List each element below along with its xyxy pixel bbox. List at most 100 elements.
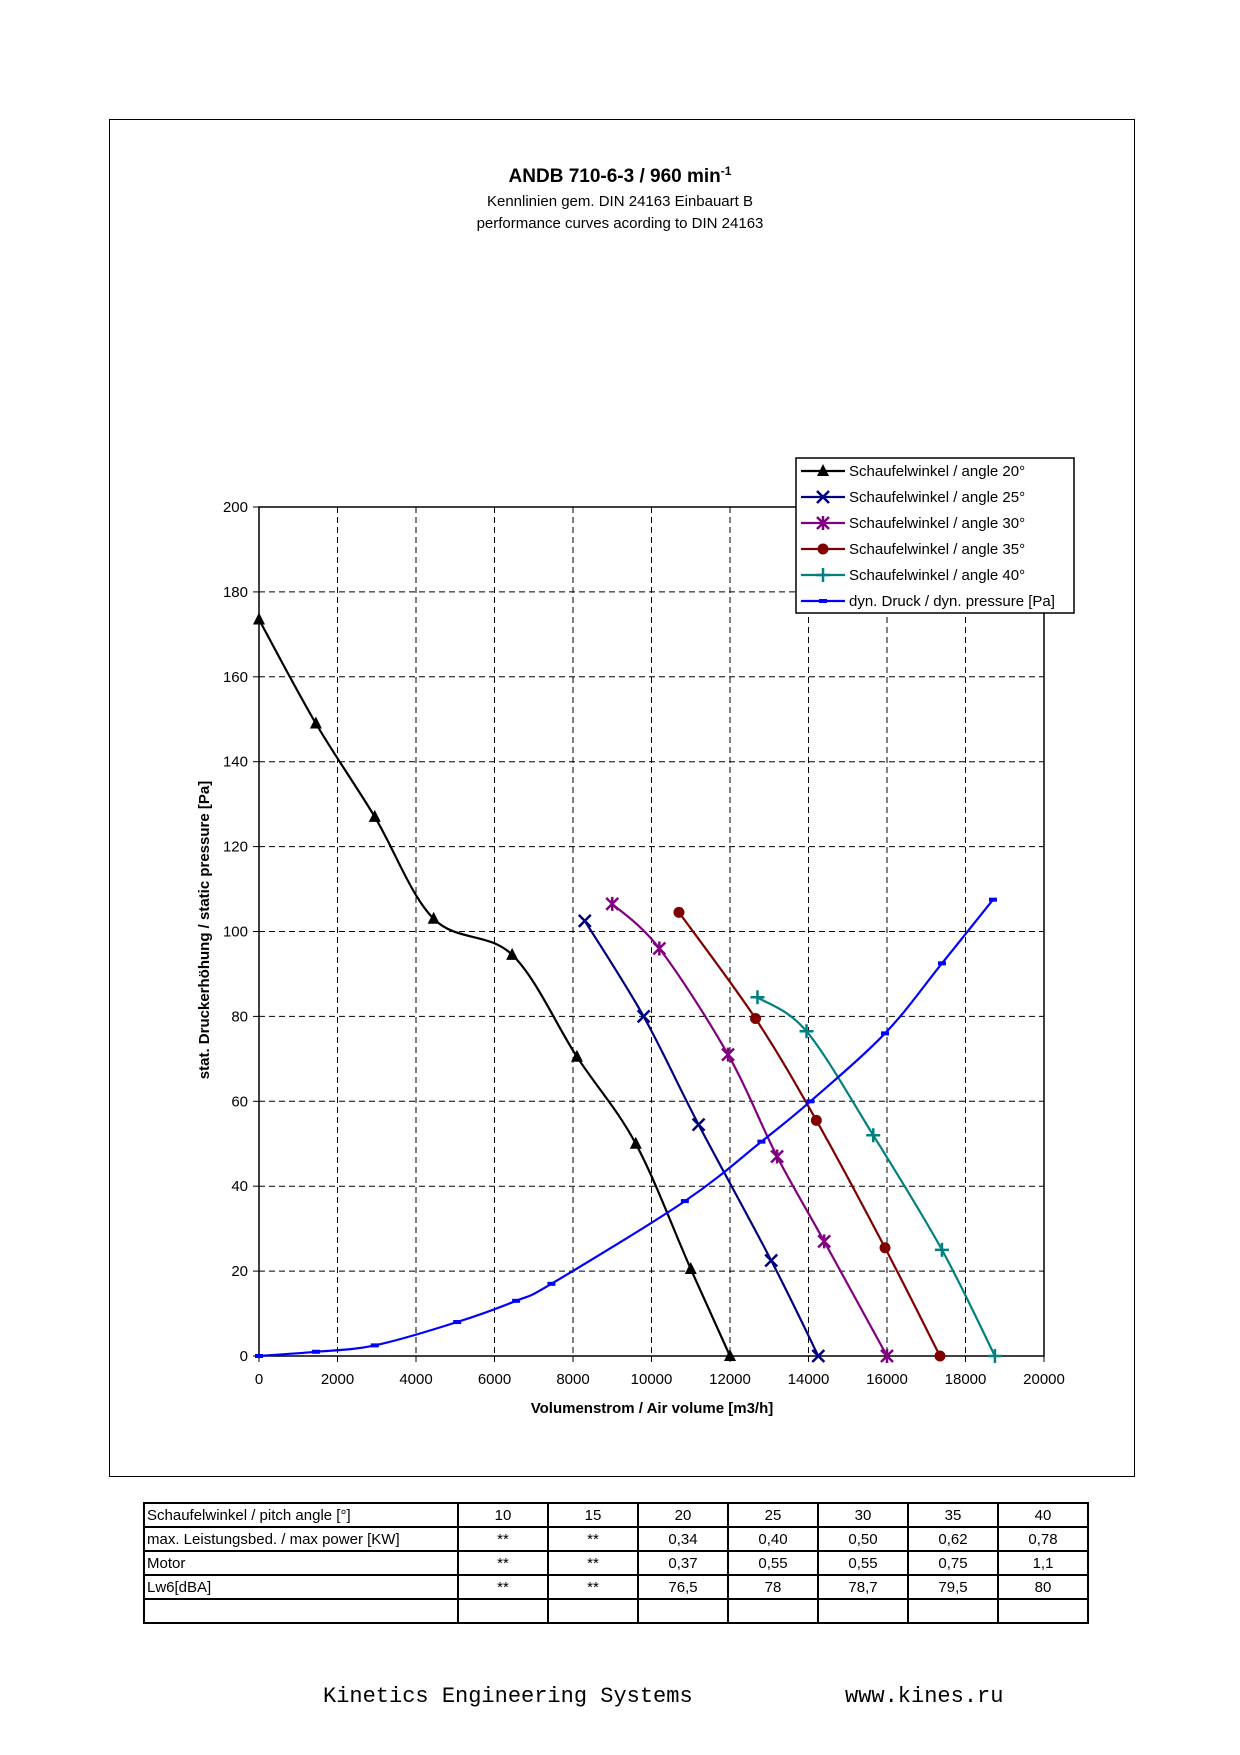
table-cell: 76,5 [637, 1574, 729, 1600]
series-1 [577, 914, 826, 1363]
legend-item: Schaufelwinkel / angle 20° [801, 463, 1025, 480]
data-point [680, 1199, 689, 1204]
data-point [453, 1320, 462, 1325]
chart-subtitle-1: Kennlinien gem. DIN 24163 Einbauart B [487, 193, 753, 210]
data-point [427, 911, 440, 924]
x-tick-label: 12000 [709, 1371, 751, 1388]
data-point [987, 1349, 1002, 1363]
series-2 [605, 896, 894, 1363]
data-point [988, 897, 997, 902]
legend-label: dyn. Druck / dyn. pressure [Pa] [849, 593, 1055, 610]
table-cell: 0,55 [817, 1550, 909, 1576]
x-tick-label: 4000 [399, 1371, 432, 1388]
x-tick-label: 16000 [866, 1371, 908, 1388]
series-group [253, 612, 1002, 1363]
series-5 [255, 897, 997, 1358]
table-cell: 78 [727, 1574, 819, 1600]
series-4 [750, 990, 1002, 1363]
table-cell: 0,75 [907, 1550, 999, 1576]
data-point [770, 1149, 784, 1164]
legend-label: Schaufelwinkel / angle 35° [849, 541, 1025, 558]
table-cell: 1,1 [997, 1550, 1089, 1576]
footer-url: www.kines.ru [845, 1684, 1004, 1709]
data-point [721, 1047, 735, 1062]
table-cell: 0,62 [907, 1526, 999, 1552]
legend-label: Schaufelwinkel / angle 20° [849, 463, 1025, 480]
table-cell: ** [457, 1574, 549, 1600]
data-point [309, 716, 322, 729]
data-point [811, 1349, 826, 1363]
y-tick-label: 140 [223, 754, 248, 771]
data-point [810, 1114, 822, 1126]
table-cell [997, 1598, 1089, 1624]
legend-box [795, 457, 1075, 614]
legend-label: Schaufelwinkel / angle 30° [849, 515, 1025, 532]
y-tick-label: 200 [223, 499, 248, 516]
data-point [757, 1139, 766, 1144]
data-point [764, 1253, 779, 1268]
table-cell: 0,55 [727, 1550, 819, 1576]
data-point [934, 1350, 946, 1362]
table-cell: 30 [817, 1502, 909, 1528]
y-tick-label: 100 [223, 924, 248, 941]
x-tick-label: 2000 [321, 1371, 354, 1388]
y-tick-label: 120 [223, 839, 248, 856]
data-point [255, 1354, 263, 1358]
legend-label: Schaufelwinkel / angle 25° [849, 489, 1025, 506]
data-point [368, 809, 381, 822]
row-label: Motor [143, 1550, 459, 1576]
data-point [799, 1024, 814, 1039]
x-tick-label: 8000 [556, 1371, 589, 1388]
legend-swatch-marker [816, 490, 830, 504]
table-cell: 0,78 [997, 1526, 1089, 1552]
legend: Schaufelwinkel / angle 20° Schaufelwinkel… [801, 463, 1055, 610]
table-cell: 80 [997, 1574, 1089, 1600]
x-tick-label: 20000 [1023, 1371, 1065, 1388]
data-point [506, 947, 519, 960]
x-axis-label: Volumenstrom / Air volume [m3/h] [531, 1400, 774, 1417]
data-point [547, 1281, 556, 1286]
row-label: max. Leistungsbed. / max power [KW] [143, 1526, 459, 1552]
chart-title: ANDB 710-6-3 / 960 min-1 [509, 164, 732, 187]
chart-title-main: ANDB 710-6-3 / 960 min [509, 166, 721, 187]
legend-label: Schaufelwinkel / angle 40° [849, 567, 1025, 584]
data-point [937, 961, 946, 966]
data-point [817, 1234, 832, 1249]
table-cell [727, 1598, 819, 1624]
table-row: max. Leistungsbed. / max power [KW] ** ** 0… [143, 1526, 1089, 1552]
performance-chart: ANDB 710-6-3 / 960 min-1 Kennlinien gem.… [196, 164, 1075, 1417]
chart-title-superscript: -1 [721, 164, 732, 178]
data-point [636, 1009, 651, 1024]
data-point [629, 1136, 642, 1149]
table-cell: 0,40 [727, 1526, 819, 1552]
x-tick-label: 6000 [478, 1371, 511, 1388]
y-tick-label: 40 [231, 1178, 248, 1195]
table-row [143, 1598, 1089, 1624]
data-point [253, 612, 265, 625]
data-point [577, 914, 592, 928]
x-tick-label: 18000 [945, 1371, 987, 1388]
y-tick-label: 80 [231, 1008, 248, 1025]
table-cell: 35 [907, 1502, 999, 1528]
data-point [881, 1031, 890, 1036]
series-3 [673, 906, 946, 1362]
table-row: Motor ** ** 0,37 0,55 0,55 0,75 1,1 [143, 1550, 1089, 1576]
row-label: Schaufelwinkel / pitch angle [°] [143, 1502, 459, 1528]
data-point [806, 1099, 815, 1104]
y-axis: 0 20 40 60 80 100 120 140 160 180 200 [223, 499, 259, 1365]
table-cell [907, 1598, 999, 1624]
data-point [879, 1242, 891, 1254]
data-point [605, 896, 620, 911]
table-cell [817, 1598, 909, 1624]
footer-company: Kinetics Engineering Systems [323, 1684, 693, 1709]
table-cell [457, 1598, 549, 1624]
series-line [756, 996, 996, 1357]
legend-item: Schaufelwinkel / angle 35° [801, 541, 1025, 558]
table-cell: 10 [457, 1502, 549, 1528]
data-point [311, 1349, 320, 1354]
row-label [143, 1598, 459, 1624]
series-line [678, 911, 941, 1357]
x-axis: 0 2000 4000 6000 8000 10000 12000 14000 16000 180… [255, 1356, 1065, 1388]
data-point [512, 1298, 521, 1303]
row-label: Lw6[dBA] [143, 1574, 459, 1600]
